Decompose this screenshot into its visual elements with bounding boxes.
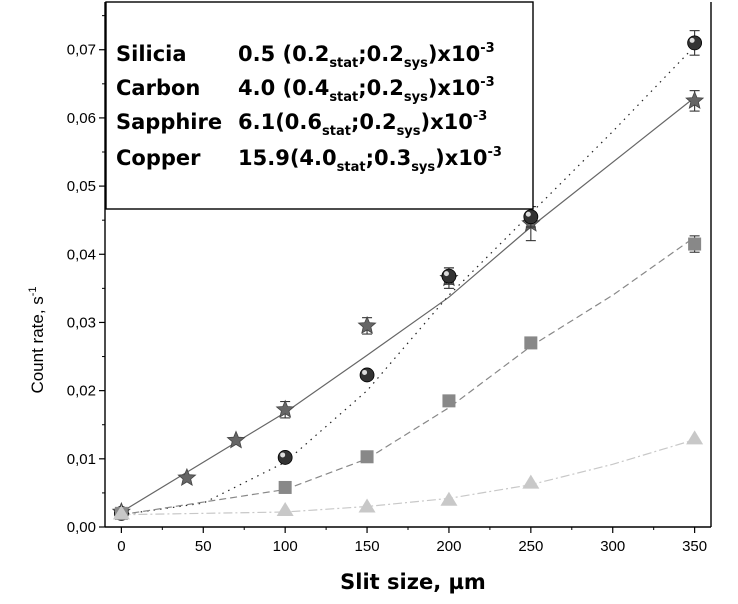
legend-value-part: 0.5 (0.2 (238, 42, 329, 66)
legend-subscript: sys (404, 56, 428, 71)
point-square (278, 480, 292, 494)
legend-value-part: )x10 (421, 110, 473, 134)
legend-value-part: 15.9(4.0 (238, 146, 337, 170)
x-axis-label: Slit size, µm (340, 570, 486, 594)
y-axis-label-group: Count rate, s-1 (27, 286, 47, 393)
point-sphere (441, 268, 457, 284)
legend-value: 15.9(4.0stat;0.3sys)x10-3 (238, 145, 502, 175)
fit-line-sphere (121, 45, 696, 516)
legend-value-part: ;0.2 (358, 42, 404, 66)
x-tick-label: 200 (436, 538, 461, 555)
legend-exponent: -3 (480, 41, 494, 56)
y-axis-label-text: Count rate, s (28, 296, 47, 393)
point-sphere-highlight (689, 37, 695, 43)
point-sphere (359, 367, 375, 383)
point-triangle (276, 501, 294, 516)
point-star (275, 399, 295, 418)
x-tick-label: 0 (117, 538, 125, 555)
legend-subscript: stat (337, 160, 366, 175)
x-tick-label: 250 (518, 538, 543, 555)
point-star (685, 90, 705, 109)
point-square (688, 237, 702, 251)
y-tick-label: 0,07 (67, 42, 96, 59)
legend-material-label: Sapphire (116, 110, 222, 134)
x-tick-label: 300 (600, 538, 625, 555)
legend-value-part: )x10 (428, 42, 480, 66)
y-tick-label: 0,02 (67, 383, 96, 400)
fit-line-square (121, 236, 695, 516)
legend-exponent: -3 (480, 75, 494, 90)
legend-subscript: stat (329, 56, 358, 71)
legend-box-frame (105, 1, 534, 210)
legend-value-part: )x10 (428, 76, 480, 100)
data-points (111, 30, 705, 521)
point-triangle (440, 491, 458, 506)
legend-subscript: sys (404, 90, 428, 105)
y-tick-label: 0,01 (67, 451, 96, 468)
legend-box (105, 1, 534, 210)
legend-value: 6.1(0.6stat;0.2sys)x10-3 (238, 109, 487, 139)
point-sphere (687, 35, 703, 51)
legend-material-label: Carbon (116, 76, 200, 100)
legend-value-part: ;0.2 (358, 76, 404, 100)
point-square (524, 336, 538, 350)
legend-value-part: ;0.3 (366, 146, 412, 170)
legend-value-part: 6.1(0.6 (238, 110, 322, 134)
fit-line-triangle (121, 439, 695, 516)
legend-value: 0.5 (0.2stat;0.2sys)x10-3 (238, 41, 495, 71)
legend-material-label: Copper (116, 146, 201, 170)
x-tick-label: 100 (273, 538, 298, 555)
x-tick-label: 150 (355, 538, 380, 555)
point-star (177, 467, 197, 487)
legend-value: 4.0 (0.4stat;0.2sys)x10-3 (238, 75, 495, 105)
y-tick-label: 0,05 (67, 178, 96, 195)
point-square (360, 450, 374, 464)
legend-exponent: -3 (488, 145, 502, 160)
legend-subscript: stat (329, 90, 358, 105)
x-tick-label: 350 (682, 538, 707, 555)
point-triangle (358, 498, 376, 513)
y-tick-label: 0,06 (67, 110, 96, 127)
point-square (442, 394, 456, 408)
legend-exponent: -3 (473, 109, 487, 124)
legend-subscript: stat (322, 124, 351, 139)
point-triangle (522, 474, 540, 489)
point-sphere (523, 209, 539, 225)
y-tick-label: 0,04 (67, 246, 96, 263)
point-sphere (277, 450, 293, 465)
legend-material-label: Silicia (116, 42, 187, 66)
legend-value-part: 4.0 (0.4 (238, 76, 329, 100)
point-triangle (686, 430, 704, 445)
legend-value-part: )x10 (435, 146, 487, 170)
y-tick-label: 0,00 (67, 519, 96, 536)
y-tick-label: 0,03 (67, 314, 96, 331)
point-sphere-highlight (362, 369, 368, 375)
x-tick-label: 50 (195, 538, 212, 555)
y-axis-label-exponent: -1 (27, 286, 39, 296)
fit-line-star (121, 97, 695, 513)
axes: 0 50 100 150 200 250 300 350 0,00 0,01 0,02 0,03 0,0… (67, 2, 712, 555)
point-star (226, 430, 246, 449)
y-axis-label: Count rate, s-1 (27, 286, 47, 393)
point-sphere-highlight (525, 211, 531, 217)
point-triangle (112, 505, 130, 520)
legend-value-part: ;0.2 (351, 110, 397, 134)
legend-subscript: sys (397, 124, 421, 139)
point-star (357, 315, 377, 334)
point-sphere-highlight (443, 271, 449, 277)
point-sphere-highlight (280, 452, 286, 458)
legend-subscript: sys (411, 160, 435, 175)
